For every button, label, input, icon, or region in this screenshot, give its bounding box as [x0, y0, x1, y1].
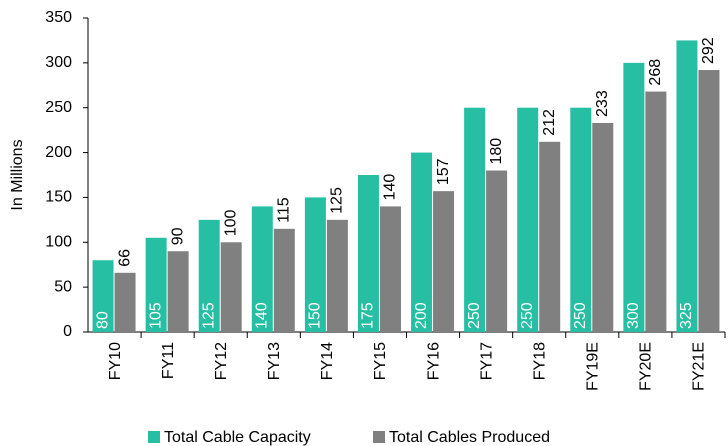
value-label: 180 — [488, 138, 505, 165]
value-label: 125 — [200, 302, 217, 329]
y-tick-label: 250 — [45, 99, 72, 116]
bar — [592, 122, 614, 332]
legend-swatch — [148, 431, 160, 443]
bar — [517, 107, 539, 332]
legend-label: Total Cable Capacity — [164, 429, 311, 446]
y-tick-label: 350 — [45, 9, 72, 26]
x-tick-label: FY19E — [585, 342, 602, 391]
bar — [326, 219, 348, 332]
bar — [92, 260, 114, 332]
value-label: 140 — [254, 302, 271, 329]
x-tick-label: FY12 — [213, 342, 230, 380]
bar — [379, 206, 401, 332]
bar — [273, 228, 295, 332]
x-tick-label: FY15 — [372, 342, 389, 380]
bar — [433, 191, 455, 332]
x-tick-label: FY14 — [319, 342, 336, 380]
bar — [645, 91, 667, 333]
bar — [570, 107, 592, 332]
value-label: 125 — [329, 187, 346, 214]
value-label: 66 — [116, 249, 133, 267]
value-label: 150 — [307, 302, 324, 329]
value-label: 140 — [382, 174, 399, 201]
y-tick-label: 50 — [54, 278, 72, 295]
value-label: 250 — [466, 302, 483, 329]
x-tick-label: FY16 — [425, 342, 442, 380]
x-tick-label: FY20E — [638, 342, 655, 391]
x-tick-label: FY18 — [531, 342, 548, 380]
value-label: 80 — [94, 311, 111, 329]
y-tick-label: 150 — [45, 189, 72, 206]
legend-label: Total Cables Produced — [389, 429, 550, 446]
bar — [357, 175, 379, 332]
bar — [251, 206, 273, 332]
y-tick-label: 300 — [45, 54, 72, 71]
bar — [464, 107, 486, 332]
legend-swatch — [373, 431, 385, 443]
bar — [411, 152, 433, 332]
bar — [539, 141, 561, 332]
value-label: 233 — [594, 90, 611, 117]
value-label: 115 — [276, 197, 293, 223]
y-tick-label: 200 — [45, 144, 72, 161]
x-tick-label: FY11 — [160, 342, 177, 379]
value-label: 292 — [700, 37, 717, 64]
y-tick-label: 0 — [63, 323, 72, 340]
value-label: 325 — [678, 302, 695, 329]
x-tick-label: FY21E — [691, 342, 708, 391]
bar — [220, 242, 242, 332]
bar — [698, 70, 720, 332]
value-label: 250 — [572, 302, 589, 329]
y-axis-label: In Millions — [9, 139, 26, 210]
x-tick-label: FY17 — [478, 342, 495, 380]
value-label: 100 — [222, 209, 239, 236]
value-label: 300 — [625, 302, 642, 329]
value-label: 250 — [519, 302, 536, 329]
x-tick-label: FY13 — [266, 342, 283, 380]
value-label: 200 — [413, 302, 430, 329]
y-tick-label: 100 — [45, 234, 72, 251]
value-label: 105 — [147, 302, 164, 329]
value-label: 175 — [360, 302, 377, 329]
bar — [486, 170, 508, 332]
bar — [623, 62, 645, 332]
bar — [145, 237, 167, 332]
value-label: 157 — [435, 158, 452, 185]
bar — [676, 40, 698, 333]
value-label: 268 — [647, 59, 664, 86]
value-label: 212 — [541, 109, 558, 136]
bar — [167, 251, 189, 332]
bar — [198, 219, 220, 332]
bar — [304, 197, 326, 332]
value-label: 90 — [169, 227, 186, 245]
bar — [114, 272, 136, 332]
x-tick-label: FY10 — [107, 342, 124, 380]
